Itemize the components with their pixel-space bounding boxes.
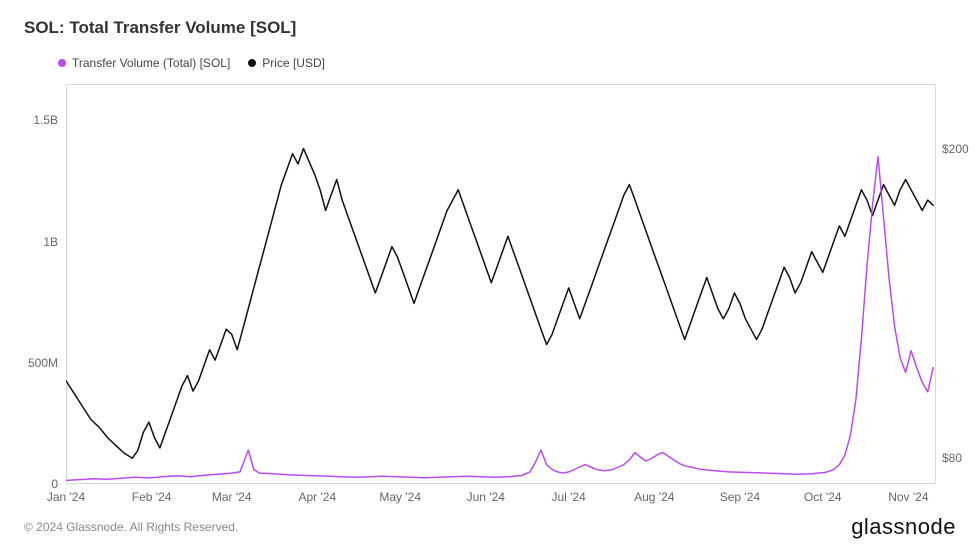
legend-item-price: Price [USD]	[248, 56, 325, 70]
x-tick-label: Jun '24	[467, 490, 505, 504]
y-left-tick-label: 0	[0, 477, 58, 491]
legend-item-volume: Transfer Volume (Total) [SOL]	[58, 56, 230, 70]
legend-dot-volume	[58, 59, 66, 67]
series-transfer_volume	[66, 157, 933, 481]
series-price	[66, 149, 933, 459]
chart-title: SOL: Total Transfer Volume [SOL]	[24, 18, 296, 38]
y-left-tick-label: 1B	[0, 235, 58, 249]
legend-label-volume: Transfer Volume (Total) [SOL]	[72, 56, 230, 70]
y-left-axis-ticks: 0500M1B1.5B	[0, 84, 58, 484]
brand-logo: glassnode	[851, 514, 956, 540]
y-right-tick-label: $80	[942, 451, 962, 465]
copyright-text: © 2024 Glassnode. All Rights Reserved.	[24, 520, 238, 534]
x-tick-label: May '24	[379, 490, 421, 504]
y-left-tick-label: 500M	[0, 356, 58, 370]
legend-label-price: Price [USD]	[262, 56, 325, 70]
y-left-tick-label: 1.5B	[0, 113, 58, 127]
chart-plot-area	[66, 84, 936, 484]
y-right-tick-label: $200	[942, 142, 969, 156]
x-tick-label: Nov '24	[888, 490, 928, 504]
x-tick-label: Mar '24	[212, 490, 252, 504]
x-tick-label: Oct '24	[804, 490, 842, 504]
x-tick-label: Aug '24	[634, 490, 674, 504]
chart-svg	[66, 84, 936, 484]
x-tick-label: Apr '24	[299, 490, 337, 504]
x-tick-label: Jan '24	[47, 490, 85, 504]
legend-dot-price	[248, 59, 256, 67]
x-tick-label: Jul '24	[552, 490, 586, 504]
chart-container: SOL: Total Transfer Volume [SOL] Transfe…	[0, 0, 980, 552]
legend: Transfer Volume (Total) [SOL] Price [USD…	[58, 56, 325, 70]
x-tick-label: Feb '24	[132, 490, 172, 504]
x-tick-label: Sep '24	[720, 490, 760, 504]
